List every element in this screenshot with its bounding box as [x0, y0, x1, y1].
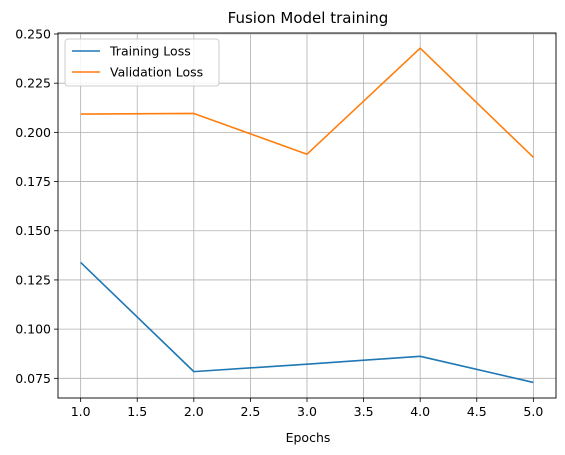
chart-title: Fusion Model training	[228, 9, 389, 27]
series-line-1	[80, 47, 534, 158]
x-tick-label: 5.0	[523, 404, 543, 419]
y-tick-label: 0.200	[15, 125, 51, 140]
x-tick-label: 2.0	[184, 404, 204, 419]
legend-box	[64, 38, 220, 87]
x-tick-label: 3.5	[354, 404, 374, 419]
x-axis-label: Epochs	[286, 430, 331, 445]
x-tick-label: 3.0	[297, 404, 317, 419]
y-tick-label: 0.075	[15, 371, 51, 386]
x-tick-label: 2.5	[240, 404, 260, 419]
series-lines	[80, 47, 534, 384]
y-tick-label: 0.100	[15, 322, 51, 337]
legend-label: Training Loss	[109, 44, 191, 59]
x-tick-label: 4.5	[467, 404, 487, 419]
y-tick-label: 0.250	[15, 26, 51, 41]
legend: Training Loss Validation Loss	[64, 38, 220, 87]
y-tick-label: 0.175	[15, 174, 51, 189]
x-axis-ticks: 1.0 1.5 2.0 2.5 3.0 3.5 4.0 4.5 5.0	[71, 398, 543, 419]
y-axis-ticks: 0.075 0.100 0.125 0.150 0.175 0.200 0.225 0.250	[15, 26, 58, 386]
y-tick-label: 0.125	[15, 272, 51, 287]
legend-label: Validation Loss	[110, 65, 203, 80]
series-line-0	[80, 261, 534, 384]
y-tick-label: 0.150	[15, 223, 51, 238]
x-tick-label: 4.0	[410, 404, 430, 419]
grid	[58, 33, 556, 398]
x-tick-label: 1.5	[127, 404, 147, 419]
y-tick-label: 0.225	[15, 76, 51, 91]
x-tick-label: 1.0	[71, 404, 91, 419]
